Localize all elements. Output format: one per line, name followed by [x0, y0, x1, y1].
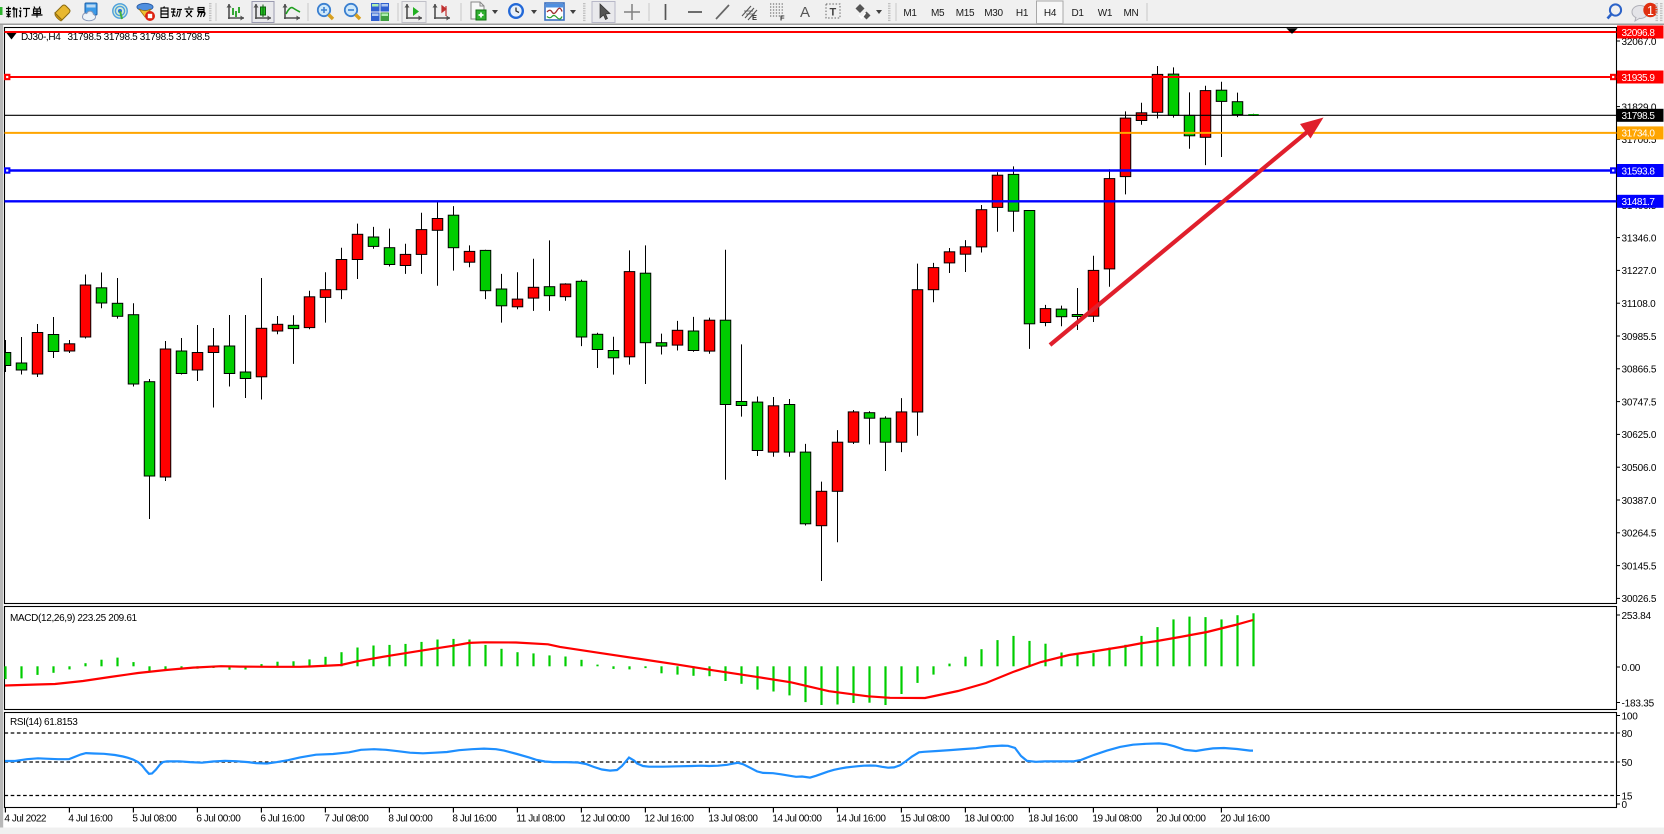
svg-text:20 Jul 16:00: 20 Jul 16:00	[1220, 814, 1270, 825]
svg-text:E: E	[752, 13, 757, 22]
svg-text:18 Jul 00:00: 18 Jul 00:00	[964, 814, 1014, 825]
svg-text:80: 80	[1622, 729, 1633, 740]
svg-text:31935.9: 31935.9	[1622, 73, 1656, 84]
svg-text:MACD(12,26,9) 223.25 209.61: MACD(12,26,9) 223.25 209.61	[10, 613, 138, 624]
svg-text:32096.8: 32096.8	[1622, 28, 1656, 39]
svg-text:15: 15	[1622, 791, 1633, 802]
svg-text:MN: MN	[1124, 8, 1139, 19]
svg-text:1: 1	[1647, 4, 1654, 18]
svg-text:A: A	[800, 4, 810, 21]
svg-text:M15: M15	[956, 8, 975, 19]
svg-text:30866.5: 30866.5	[1622, 365, 1657, 376]
svg-text:0.00: 0.00	[1622, 663, 1641, 674]
svg-text:30506.0: 30506.0	[1622, 463, 1657, 474]
svg-text:32067.0: 32067.0	[1622, 37, 1657, 48]
svg-text:30264.5: 30264.5	[1622, 529, 1657, 540]
svg-text:253.84: 253.84	[1622, 611, 1652, 622]
svg-text:31798.5: 31798.5	[1622, 111, 1656, 122]
svg-text:30747.5: 30747.5	[1622, 397, 1657, 408]
svg-text:14 Jul 16:00: 14 Jul 16:00	[836, 814, 886, 825]
svg-text:F: F	[780, 14, 785, 23]
svg-text:W1: W1	[1098, 8, 1113, 19]
svg-text:0: 0	[1622, 800, 1628, 811]
svg-text:30387.0: 30387.0	[1622, 496, 1657, 507]
svg-text:31227.0: 31227.0	[1622, 266, 1657, 277]
svg-text:12 Jul 16:00: 12 Jul 16:00	[644, 814, 694, 825]
svg-text:31593.8: 31593.8	[1622, 166, 1656, 177]
svg-text:RSI(14) 61.8153: RSI(14) 61.8153	[10, 717, 78, 728]
svg-text:30145.5: 30145.5	[1622, 561, 1657, 572]
svg-text:M5: M5	[931, 8, 945, 19]
svg-text:M1: M1	[903, 8, 917, 19]
svg-text:11 Jul 08:00: 11 Jul 08:00	[516, 814, 565, 825]
svg-text:H1: H1	[1016, 8, 1029, 19]
svg-text:14 Jul 00:00: 14 Jul 00:00	[772, 814, 822, 825]
svg-text:30026.5: 30026.5	[1622, 594, 1657, 605]
svg-text:7 Jul 08:00: 7 Jul 08:00	[324, 814, 369, 825]
svg-text:6 Jul 00:00: 6 Jul 00:00	[196, 814, 241, 825]
svg-text:15 Jul 08:00: 15 Jul 08:00	[900, 814, 950, 825]
svg-text:H4: H4	[1044, 8, 1057, 19]
svg-text:31829.0: 31829.0	[1622, 102, 1657, 113]
svg-text:8 Jul 00:00: 8 Jul 00:00	[388, 814, 433, 825]
svg-text:30985.5: 30985.5	[1622, 332, 1657, 343]
svg-text:T: T	[830, 7, 837, 19]
svg-text:M30: M30	[984, 8, 1003, 19]
svg-text:12 Jul 00:00: 12 Jul 00:00	[580, 814, 630, 825]
svg-text:8 Jul 16:00: 8 Jul 16:00	[452, 814, 497, 825]
svg-text:19 Jul 08:00: 19 Jul 08:00	[1092, 814, 1142, 825]
svg-text:30625.0: 30625.0	[1622, 430, 1657, 441]
svg-text:50: 50	[1622, 758, 1633, 769]
svg-text:20 Jul 00:00: 20 Jul 00:00	[1156, 814, 1206, 825]
svg-text:31481.7: 31481.7	[1622, 197, 1656, 208]
svg-text:18 Jul 16:00: 18 Jul 16:00	[1028, 814, 1078, 825]
svg-text:6 Jul 16:00: 6 Jul 16:00	[260, 814, 305, 825]
svg-text:4 Jul 2022: 4 Jul 2022	[4, 814, 47, 825]
svg-text:4 Jul 16:00: 4 Jul 16:00	[68, 814, 113, 825]
svg-text:31734.0: 31734.0	[1622, 129, 1656, 140]
svg-text:5 Jul 08:00: 5 Jul 08:00	[132, 814, 177, 825]
svg-text:100: 100	[1622, 711, 1639, 722]
svg-text:31706.5: 31706.5	[1622, 135, 1657, 146]
svg-text:31108.0: 31108.0	[1622, 299, 1657, 310]
svg-text:DJ30-,H4 31798.5 31798.5 3179: DJ30-,H4 31798.5 31798.5 31798.5 31798.5	[21, 32, 210, 43]
svg-text:13 Jul 08:00: 13 Jul 08:00	[708, 814, 758, 825]
svg-text:31346.0: 31346.0	[1622, 233, 1657, 244]
svg-text:D1: D1	[1072, 8, 1085, 19]
svg-text:-183.35: -183.35	[1622, 698, 1655, 709]
